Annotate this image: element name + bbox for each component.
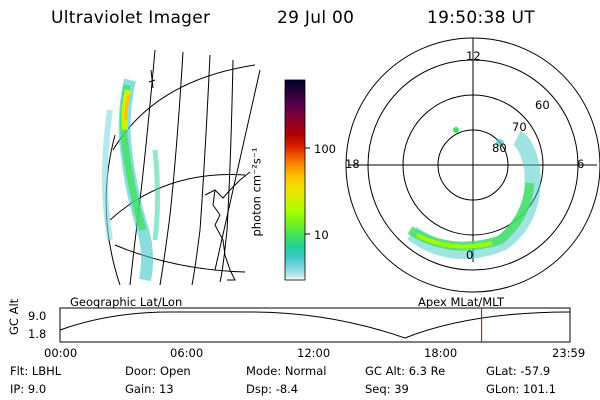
lat-label-80: 80	[492, 141, 507, 155]
status-seq: Seq: 39	[365, 382, 409, 396]
timeline-ylabel: GC Alt	[7, 298, 21, 335]
mlt-label-0: 0	[466, 248, 474, 262]
timeline-ytick-1.8: 1.8	[28, 327, 47, 341]
status-gain: Gain: 13	[125, 382, 174, 396]
timeline-xtick-4: 23:59	[552, 346, 586, 360]
aurora-emission-polar	[407, 127, 541, 259]
status-mode: Mode: Normal	[246, 364, 327, 378]
timeline-xtick-3: 18:00	[424, 346, 458, 360]
time-label: 19:50:38 UT	[427, 8, 535, 28]
status-gc-alt: GC Alt: 6.3 Re	[365, 364, 446, 378]
instrument-title: Ultraviolet Imager	[51, 8, 211, 28]
colorbar-tick-100: 100	[314, 142, 336, 156]
mlt-label-18: 18	[345, 157, 360, 171]
status-dsp: Dsp: -8.4	[246, 382, 299, 396]
timeline-ytick-9: 9.0	[28, 309, 47, 323]
colorbar-label: photon cm⁻²s⁻¹	[249, 147, 264, 237]
timeline-xtick-2: 12:00	[297, 346, 331, 360]
mlt-label-6: 6	[577, 157, 585, 171]
colorbar-tick-10: 10	[314, 228, 329, 242]
status-flt: Flt: LBHL	[10, 364, 62, 378]
geo-caption: Geographic Lat/Lon	[70, 295, 183, 309]
mlt-label-12: 12	[466, 49, 481, 63]
altitude-curve	[59, 311, 571, 339]
lat-label-70: 70	[512, 120, 527, 134]
polar-caption: Apex MLat/MLT	[418, 295, 505, 309]
geographic-map	[102, 49, 261, 286]
timeline-xtick-0: 00:00	[44, 346, 78, 360]
altitude-timeline	[59, 307, 571, 343]
polar-plot	[345, 37, 600, 293]
date-label: 29 Jul 00	[277, 8, 355, 28]
status-glon: GLon: 101.1	[486, 382, 556, 396]
lat-label-60: 60	[535, 98, 550, 112]
timeline-xtick-1: 06:00	[170, 346, 204, 360]
status-ip: IP: 9.0	[10, 382, 47, 396]
status-glat: GLat: -57.9	[486, 364, 551, 378]
aurora-emission-geo	[102, 78, 160, 282]
colorbar	[284, 79, 310, 281]
status-door: Door: Open	[125, 364, 191, 378]
